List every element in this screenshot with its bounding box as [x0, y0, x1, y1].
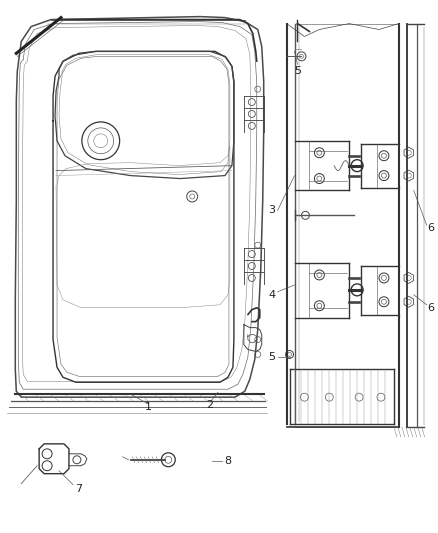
Text: 7: 7	[75, 483, 82, 494]
Text: 8: 8	[224, 456, 232, 466]
Text: 4: 4	[268, 290, 275, 300]
Text: 3: 3	[268, 205, 275, 215]
Text: 5: 5	[294, 66, 301, 76]
Text: 1: 1	[145, 402, 152, 412]
Text: 5: 5	[268, 352, 275, 362]
Text: 6: 6	[427, 303, 434, 313]
Text: 6: 6	[427, 223, 434, 233]
Text: 2: 2	[206, 400, 214, 410]
